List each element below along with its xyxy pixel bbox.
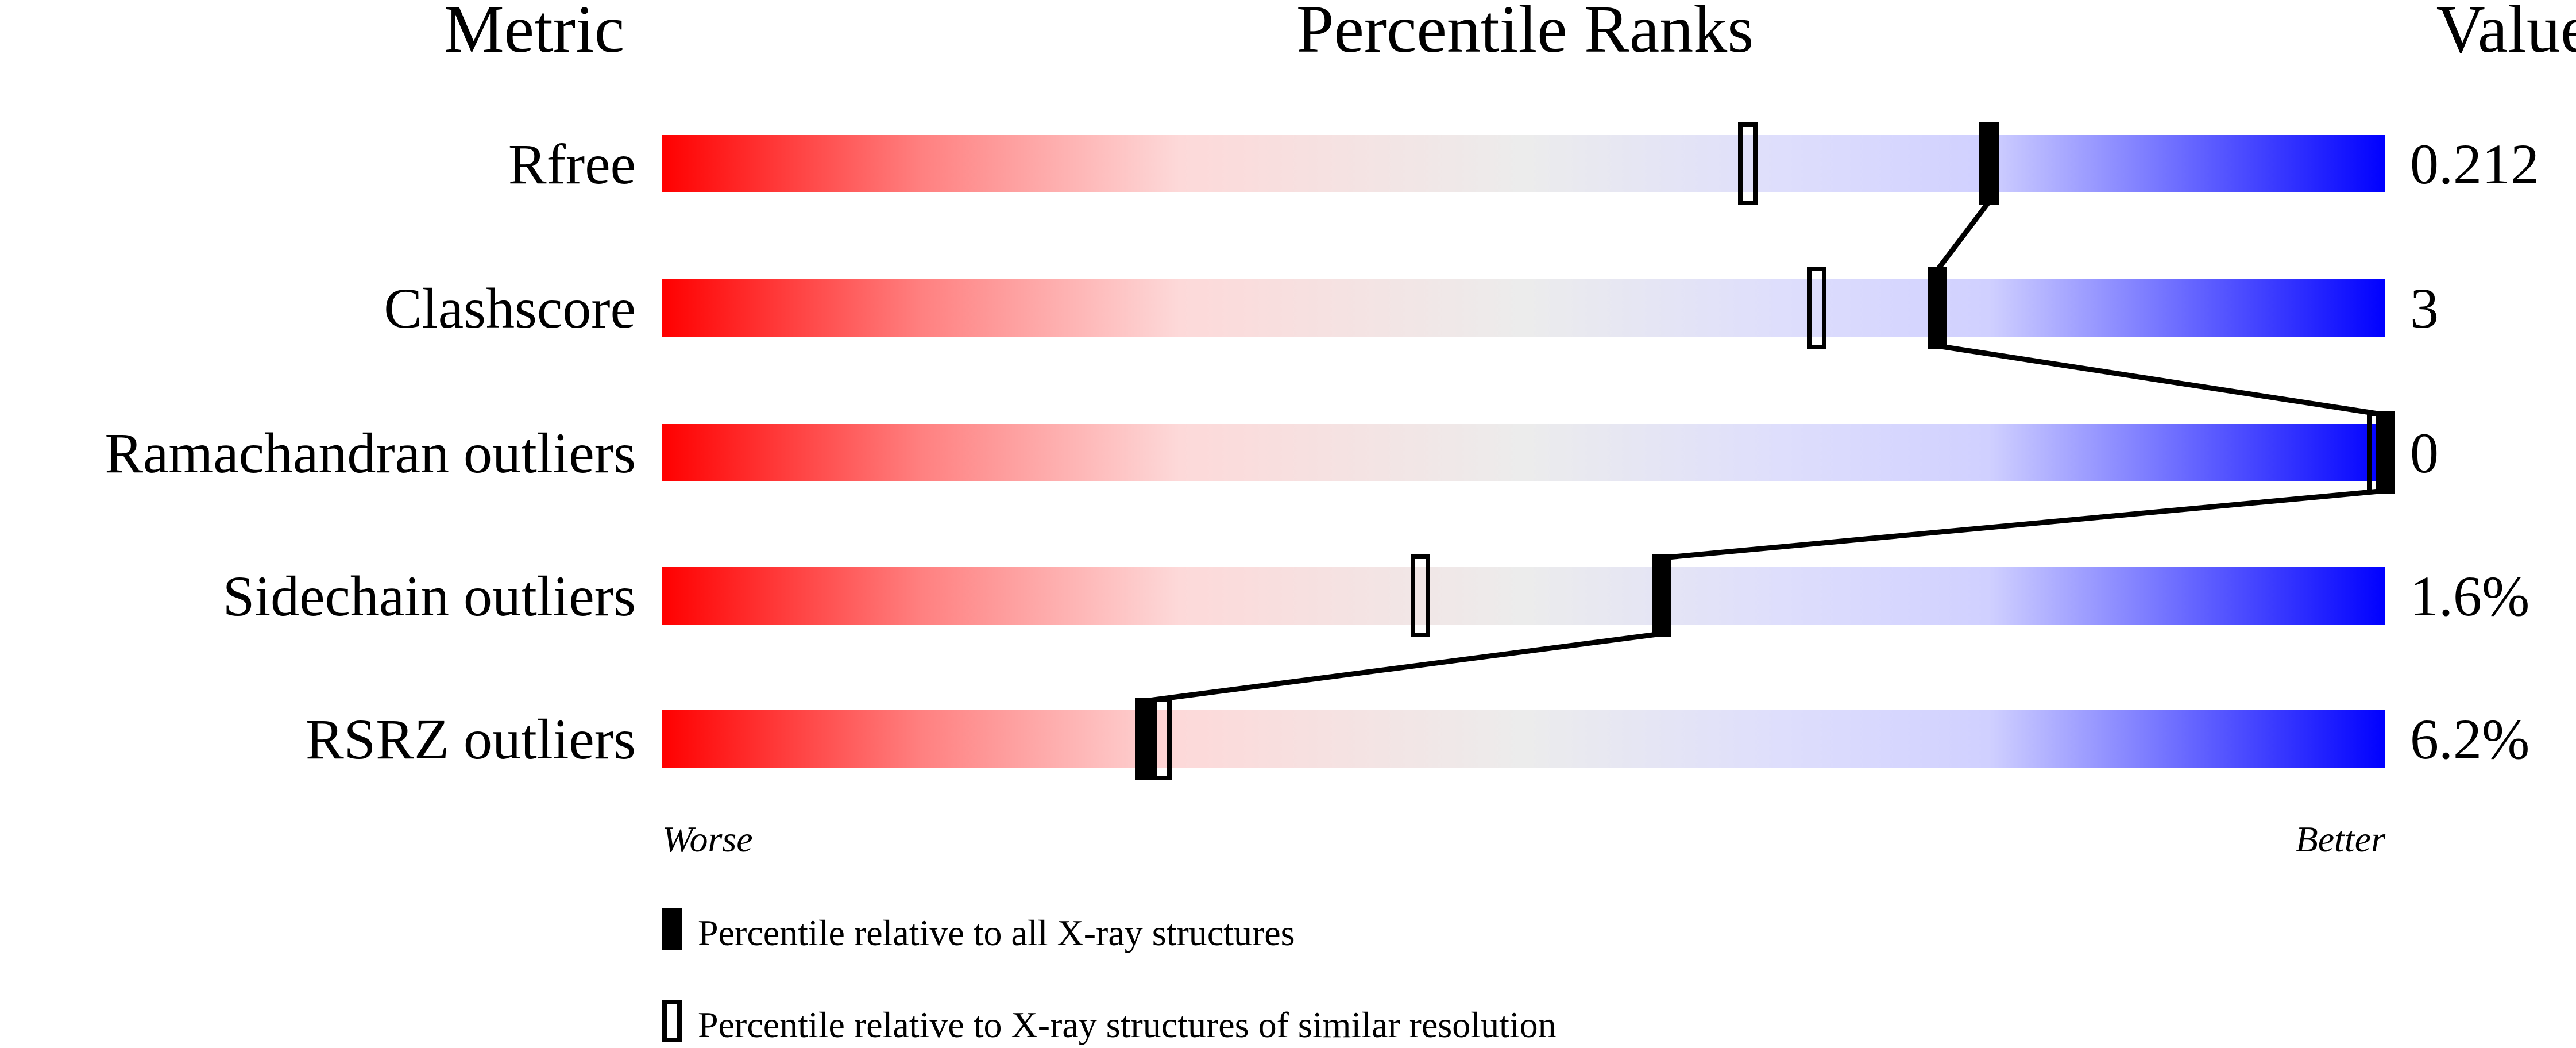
similar-resolution-percentile-marker: [1738, 122, 1758, 205]
similar-resolution-percentile-marker: [1807, 267, 1826, 349]
connector-line: [1144, 631, 1662, 704]
axis-better-label: Better: [2296, 819, 2386, 860]
percentile-bar: [662, 424, 2385, 481]
header-value: Value: [2436, 0, 2576, 67]
all-structures-percentile-marker: [2376, 411, 2395, 494]
metric-value: 0.212: [2410, 132, 2539, 196]
legend-open-label: Percentile relative to X-ray structures …: [698, 1004, 1557, 1045]
metric-value: 1.6%: [2410, 564, 2529, 628]
percentile-bar: [662, 710, 2385, 768]
legend-open-marker: [662, 1000, 682, 1042]
axis-worse-label: Worse: [662, 819, 753, 860]
metric-label: RSRZ outliers: [306, 707, 636, 771]
connector-line: [1661, 488, 2386, 561]
metric-label: Sidechain outliers: [223, 564, 636, 628]
header-percentile-ranks: Percentile Ranks: [1296, 0, 1754, 67]
percentile-bar: [662, 135, 2385, 192]
metric-value: 3: [2410, 276, 2439, 340]
all-structures-percentile-marker: [1928, 267, 1947, 349]
metric-value: 6.2%: [2410, 707, 2529, 771]
similar-resolution-percentile-marker: [1411, 554, 1430, 637]
connector-line: [1935, 200, 1991, 272]
percentile-bar: [662, 567, 2385, 625]
all-structures-percentile-marker: [1652, 554, 1671, 637]
connector-line: [1937, 343, 2386, 418]
header-metric: Metric: [444, 0, 625, 67]
legend-filled-label: Percentile relative to all X-ray structu…: [698, 912, 1295, 953]
percentile-bar: [662, 279, 2385, 337]
metric-value: 0: [2410, 421, 2439, 485]
metric-label: Clashscore: [384, 276, 636, 340]
metric-label: Rfree: [508, 132, 636, 196]
all-structures-percentile-marker: [1135, 698, 1154, 780]
legend-filled-marker: [662, 908, 682, 950]
all-structures-percentile-marker: [1979, 122, 1999, 205]
metric-label: Ramachandran outliers: [105, 421, 636, 485]
